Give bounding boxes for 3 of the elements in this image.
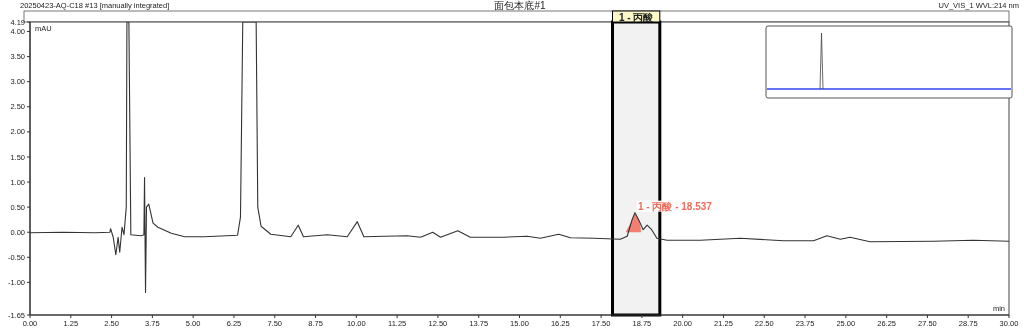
- annotation: 1 - 丙酸 - 18.537: [637, 200, 713, 212]
- chart-subtitle: 面包本底#1: [494, 0, 546, 11]
- band-label: 1 - 丙酸: [618, 11, 655, 23]
